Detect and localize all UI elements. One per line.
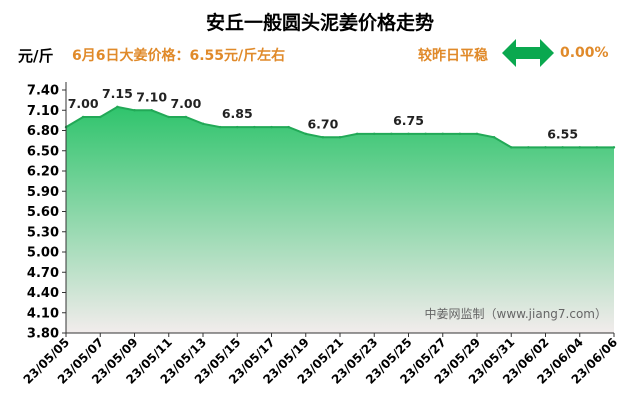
y-tick-label: 7.40: [27, 84, 59, 99]
y-tick-label: 4.10: [27, 306, 59, 321]
data-point: [510, 146, 513, 149]
data-point: [458, 132, 462, 136]
data-point: [441, 132, 444, 136]
data-point: [236, 125, 239, 129]
data-point: [612, 146, 616, 149]
data-point: [218, 125, 222, 129]
data-point: [475, 132, 479, 136]
data-point: [81, 115, 85, 119]
data-point: [253, 125, 256, 129]
watermark: 中姜网监制（www.jiang7.com）: [425, 306, 607, 321]
price-area: [66, 106, 614, 334]
data-point: [321, 136, 325, 139]
data-point: [133, 109, 136, 112]
price-note: 6月6日大姜价格：6.55元/斤左右: [72, 48, 286, 64]
y-tick-label: 5.00: [27, 246, 59, 261]
data-point: [270, 125, 273, 129]
data-point: [99, 115, 102, 119]
data-point: [373, 132, 376, 136]
y-tick-label: 6.80: [27, 124, 59, 139]
y-tick-label: 6.50: [27, 144, 59, 159]
data-point: [201, 122, 205, 125]
data-label: 6.55: [547, 126, 578, 141]
data-point: [167, 115, 170, 119]
data-point: [184, 115, 188, 119]
data-point: [544, 146, 547, 149]
double-arrow-icon: [502, 39, 554, 67]
y-tick-label: 4.70: [27, 266, 59, 281]
data-label: 7.00: [170, 96, 201, 111]
data-point: [287, 125, 290, 129]
data-point: [338, 136, 342, 139]
data-label: 7.00: [68, 96, 99, 111]
y-tick-label: 5.30: [27, 225, 59, 240]
data-label: 6.70: [307, 116, 338, 131]
data-point: [304, 132, 307, 136]
compare-label: 较昨日平稳: [418, 48, 488, 64]
data-point: [492, 136, 496, 139]
y-tick-label: 6.20: [27, 165, 59, 180]
y-tick-label: 3.80: [27, 327, 59, 342]
data-point: [578, 146, 581, 149]
data-point: [407, 132, 410, 136]
data-point: [561, 146, 564, 149]
data-point: [150, 109, 153, 112]
data-label: 7.10: [136, 89, 167, 104]
data-point: [424, 132, 427, 136]
data-label: 6.85: [222, 106, 253, 121]
y-tick-label: 4.40: [27, 286, 59, 301]
y-tick-label: 5.60: [27, 205, 59, 220]
data-label: 7.15: [102, 86, 133, 101]
data-point: [390, 132, 393, 136]
data-point: [116, 105, 119, 109]
data-label: 6.75: [393, 113, 424, 128]
chart-title: 安丘一般圆头泥姜价格走势: [205, 12, 434, 34]
data-point: [595, 146, 599, 149]
y-tick-label: 5.90: [27, 185, 59, 200]
change-value: 0.00%: [560, 45, 609, 61]
data-point: [527, 146, 530, 149]
data-point: [355, 132, 359, 136]
unit-label: 元/斤: [18, 47, 54, 65]
y-tick-label: 7.10: [27, 104, 59, 119]
